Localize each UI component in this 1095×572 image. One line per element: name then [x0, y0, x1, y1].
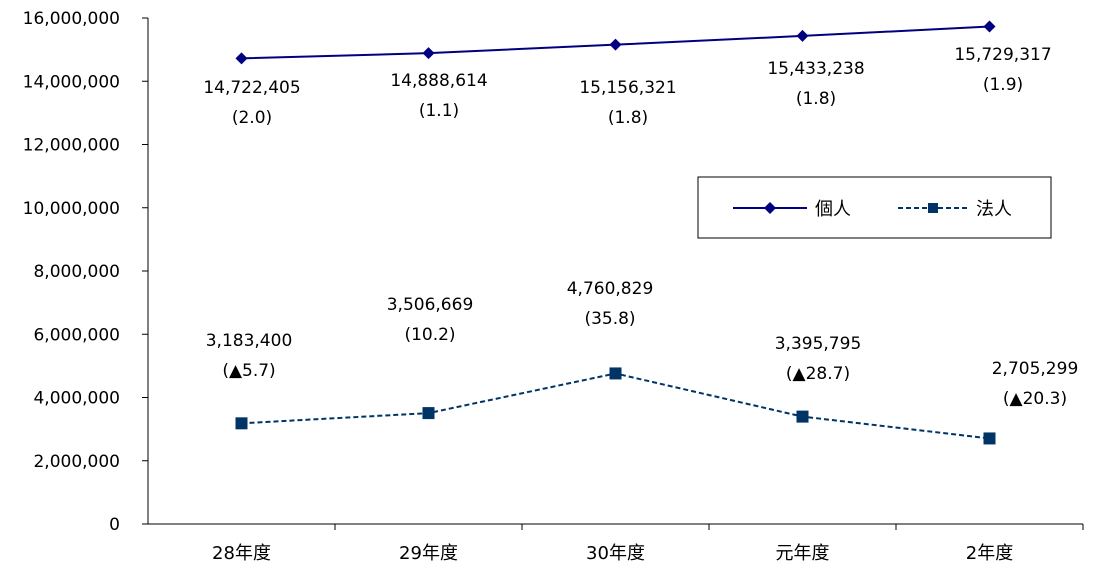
legend-label-kojin: 個人 [815, 199, 851, 220]
data-point-marker [422, 407, 435, 420]
y-tick-label: 12,000,000 [23, 136, 120, 156]
data-value-label: 14,888,614 [390, 71, 487, 91]
x-tick-label: 元年度 [776, 543, 830, 564]
data-change-label: (1.8) [608, 108, 648, 128]
data-value-label: 15,433,238 [767, 59, 864, 79]
data-change-label: (▲20.3) [1003, 389, 1067, 409]
y-tick-label: 0 [109, 515, 120, 535]
legend-label-hojin: 法人 [976, 199, 1012, 220]
data-change-label: (1.1) [419, 101, 459, 121]
data-point-marker [796, 29, 809, 42]
data-change-label: (10.2) [404, 325, 455, 345]
data-change-label: (35.8) [584, 309, 635, 329]
y-tick-label: 4,000,000 [33, 389, 120, 409]
y-tick-label: 10,000,000 [23, 199, 120, 219]
data-point-marker [609, 367, 622, 380]
data-value-label: 3,506,669 [387, 295, 474, 315]
data-value-label: 15,156,321 [579, 78, 676, 98]
data-point-marker [983, 20, 996, 33]
legend: 個人 法人 [697, 176, 1052, 239]
series-line [241, 372, 990, 440]
y-tick-label: 8,000,000 [33, 262, 120, 282]
x-axis-ticks: 28年度 29年度 30年度 元年度 2年度 [212, 524, 1084, 564]
series-kojin [235, 20, 996, 65]
y-axis-ticks: 0 2,000,000 4,000,000 6,000,000 8,000,000 10,… [23, 9, 148, 535]
y-tick-label: 16,000,000 [23, 9, 120, 29]
data-change-label: (2.0) [232, 108, 272, 128]
x-tick-label: 29年度 [399, 543, 458, 564]
data-change-label: (▲5.7) [222, 361, 275, 381]
series-hojin [235, 367, 996, 445]
data-value-label: 2,705,299 [992, 359, 1079, 379]
data-point-marker [609, 38, 622, 51]
x-tick-label: 28年度 [212, 543, 271, 564]
data-point-marker [796, 410, 809, 423]
data-point-marker [235, 52, 248, 65]
data-point-marker [235, 417, 248, 430]
x-tick-label: 2年度 [966, 543, 1013, 564]
data-value-label: 3,183,400 [206, 331, 293, 351]
legend-marker-hojin [928, 203, 938, 213]
legend-marker-kojin [764, 202, 776, 214]
x-tick-label: 30年度 [586, 543, 645, 564]
y-tick-label: 6,000,000 [33, 325, 120, 345]
data-change-label: (▲28.7) [786, 364, 850, 384]
data-value-label: 4,760,829 [567, 279, 654, 299]
data-change-label: (1.8) [796, 89, 836, 109]
y-tick-label: 2,000,000 [33, 452, 120, 472]
data-value-label: 14,722,405 [203, 78, 300, 98]
y-tick-label: 14,000,000 [23, 72, 120, 92]
data-change-label: (1.9) [983, 75, 1023, 95]
data-value-label: 3,395,795 [775, 334, 862, 354]
data-value-label: 15,729,317 [954, 45, 1051, 65]
data-labels: 14,722,405 (2.0) 14,888,614 (1.1) 15,156,321… [203, 45, 1078, 409]
data-point-marker [983, 432, 996, 445]
data-point-marker [422, 47, 435, 60]
